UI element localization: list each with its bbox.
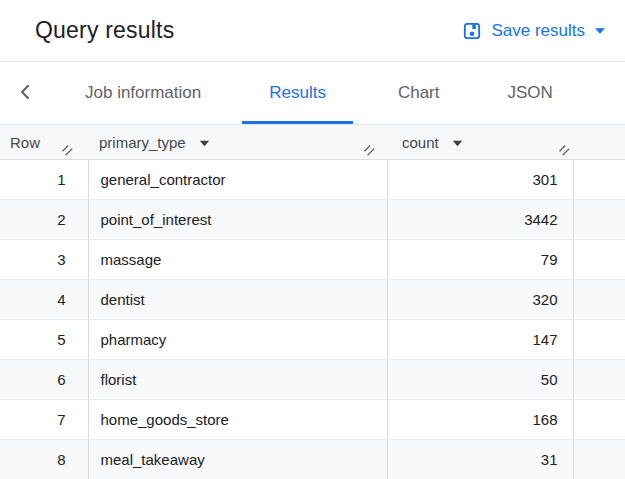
cell-filler bbox=[573, 160, 625, 200]
table-row: 4 dentist 320 bbox=[0, 280, 625, 320]
chevron-left-icon bbox=[18, 84, 32, 103]
tab-results[interactable]: Results bbox=[242, 62, 353, 124]
tab-chart[interactable]: Chart bbox=[371, 62, 467, 124]
column-label: Row bbox=[10, 134, 40, 151]
cell-row-number: 1 bbox=[0, 160, 88, 200]
cell-primary-type: pharmacy bbox=[88, 320, 387, 360]
cell-primary-type: dentist bbox=[88, 280, 387, 320]
column-label: primary_type bbox=[99, 134, 186, 151]
column-resize-handle[interactable] bbox=[363, 144, 376, 157]
column-header-row: Row bbox=[0, 125, 88, 160]
cell-row-number: 4 bbox=[0, 280, 88, 320]
table-row: 7 home_goods_store 168 bbox=[0, 400, 625, 440]
cell-primary-type: point_of_interest bbox=[88, 200, 387, 240]
column-header-count: count bbox=[387, 125, 573, 160]
column-resize-handle[interactable] bbox=[61, 144, 74, 157]
column-label: count bbox=[402, 134, 439, 151]
table-row: 3 massage 79 bbox=[0, 240, 625, 280]
cell-row-number: 7 bbox=[0, 400, 88, 440]
cell-primary-type: florist bbox=[88, 360, 387, 400]
tab-label: Chart bbox=[398, 83, 440, 103]
title-bar: Query results Save results bbox=[0, 0, 625, 62]
dropdown-caret-icon bbox=[594, 27, 606, 35]
tab-json[interactable]: JSON bbox=[481, 62, 580, 124]
cell-primary-type: home_goods_store bbox=[88, 400, 387, 440]
save-icon bbox=[462, 21, 482, 41]
table-row: 2 point_of_interest 3442 bbox=[0, 200, 625, 240]
cell-count: 147 bbox=[387, 320, 573, 360]
cell-row-number: 8 bbox=[0, 440, 88, 479]
cell-primary-type: massage bbox=[88, 240, 387, 280]
cell-filler bbox=[573, 280, 625, 320]
tab-label: Results bbox=[269, 83, 326, 103]
cell-count: 3442 bbox=[387, 200, 573, 240]
cell-count: 168 bbox=[387, 400, 573, 440]
results-table: Row primary_type count bbox=[0, 124, 625, 479]
cell-filler bbox=[573, 440, 625, 479]
save-results-label: Save results bbox=[491, 21, 585, 41]
cell-count: 79 bbox=[387, 240, 573, 280]
table-row: 6 florist 50 bbox=[0, 360, 625, 400]
cell-filler bbox=[573, 360, 625, 400]
cell-row-number: 2 bbox=[0, 200, 88, 240]
cell-row-number: 3 bbox=[0, 240, 88, 280]
cell-primary-type: general_contractor bbox=[88, 160, 387, 200]
cell-filler bbox=[573, 240, 625, 280]
table-row: 5 pharmacy 147 bbox=[0, 320, 625, 360]
column-menu-caret-icon[interactable] bbox=[452, 135, 463, 150]
page-title: Query results bbox=[35, 17, 174, 44]
cell-count: 320 bbox=[387, 280, 573, 320]
query-results-panel: Query results Save results Job informati… bbox=[0, 0, 625, 479]
cell-count: 31 bbox=[387, 440, 573, 479]
cell-filler bbox=[573, 400, 625, 440]
cell-count: 50 bbox=[387, 360, 573, 400]
cell-primary-type: meal_takeaway bbox=[88, 440, 387, 479]
table-row: 1 general_contractor 301 bbox=[0, 160, 625, 200]
cell-row-number: 6 bbox=[0, 360, 88, 400]
column-header-filler bbox=[573, 125, 625, 160]
scroll-tabs-left-button[interactable] bbox=[14, 62, 36, 124]
column-header-primary-type: primary_type bbox=[88, 125, 387, 160]
cell-filler bbox=[573, 320, 625, 360]
save-results-button[interactable]: Save results bbox=[458, 15, 610, 47]
cell-row-number: 5 bbox=[0, 320, 88, 360]
tab-label: Job information bbox=[85, 83, 201, 103]
column-menu-caret-icon[interactable] bbox=[199, 135, 210, 150]
column-resize-handle[interactable] bbox=[558, 144, 571, 157]
cell-filler bbox=[573, 200, 625, 240]
tab-job-information[interactable]: Job information bbox=[58, 62, 228, 124]
tab-bar: Job information Results Chart JSON bbox=[0, 62, 625, 124]
cell-count: 301 bbox=[387, 160, 573, 200]
table-header-row: Row primary_type count bbox=[0, 125, 625, 160]
table-row: 8 meal_takeaway 31 bbox=[0, 440, 625, 479]
tab-label: JSON bbox=[508, 83, 553, 103]
